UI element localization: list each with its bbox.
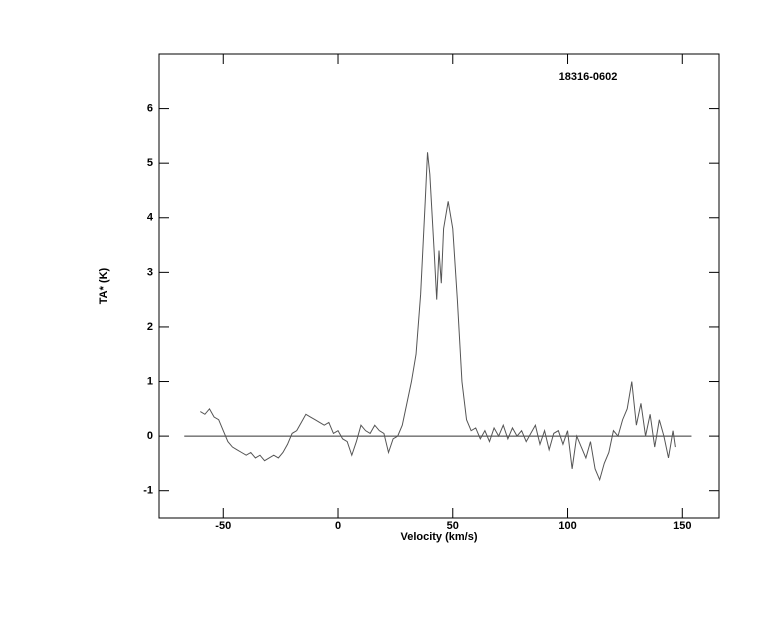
y-tick-label: 4 bbox=[147, 212, 154, 224]
chart-title: 18316-0602 bbox=[559, 71, 618, 83]
y-tick-label: -1 bbox=[143, 485, 153, 497]
plot-frame bbox=[158, 53, 720, 519]
y-tick-label: 3 bbox=[147, 266, 153, 278]
x-tick-label: 150 bbox=[673, 520, 691, 532]
x-tick-label: 50 bbox=[447, 520, 459, 532]
y-axis-label: TA* (K) bbox=[98, 267, 110, 304]
y-tick-label: 1 bbox=[147, 375, 153, 387]
x-axis-label: Velocity (km/s) bbox=[400, 531, 477, 543]
y-tick-label: 0 bbox=[147, 430, 153, 442]
x-tick-label: 0 bbox=[335, 520, 341, 532]
spectrum-line bbox=[200, 152, 676, 482]
y-tick-label: 5 bbox=[147, 157, 153, 169]
y-tick-label: 2 bbox=[147, 321, 153, 333]
x-tick-label: -50 bbox=[215, 520, 231, 532]
y-tick-label: 6 bbox=[147, 102, 153, 114]
x-tick-label: 100 bbox=[558, 520, 576, 532]
